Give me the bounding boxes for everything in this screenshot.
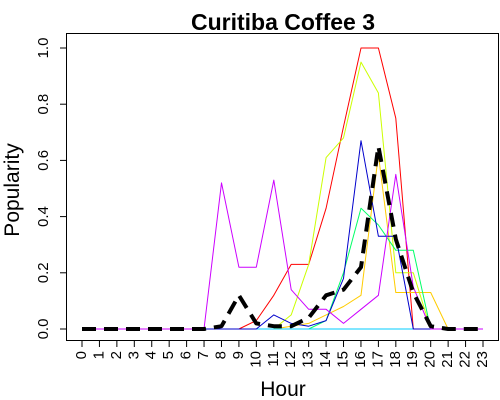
x-tick-label: 9 xyxy=(230,351,247,359)
x-tick-label: 1 xyxy=(90,351,107,359)
x-tick-label: 22 xyxy=(457,351,474,368)
x-tick-label: 6 xyxy=(178,351,195,359)
x-tick-label: 4 xyxy=(143,351,160,359)
x-tick-label: 12 xyxy=(282,351,299,368)
x-tick-label: 18 xyxy=(387,351,404,368)
x-tick-label: 7 xyxy=(195,351,212,359)
x-tick-label: 19 xyxy=(404,351,421,368)
x-tick-label: 10 xyxy=(247,351,264,368)
x-tick-label: 17 xyxy=(369,351,386,368)
x-tick-label: 2 xyxy=(108,351,125,359)
x-tick-label: 23 xyxy=(474,351,491,368)
chart-title: Curitiba Coffee 3 xyxy=(191,9,375,35)
x-tick-label: 21 xyxy=(439,351,456,368)
x-axis-title: Hour xyxy=(260,378,306,400)
y-tick-label: 0.0 xyxy=(35,319,52,340)
y-axis-title: Popularity xyxy=(1,143,24,237)
x-tick-label: 11 xyxy=(265,351,282,367)
x-tick-label: 8 xyxy=(212,351,229,359)
y-tick-label: 0.8 xyxy=(35,94,52,115)
x-tick-label: 3 xyxy=(125,351,142,359)
x-tick-label: 0 xyxy=(73,351,90,359)
x-tick-label: 14 xyxy=(317,351,334,368)
x-tick-label: 5 xyxy=(160,351,177,359)
x-tick-label: 15 xyxy=(334,351,351,368)
x-tick-label: 13 xyxy=(300,351,317,368)
y-tick-label: 0.4 xyxy=(35,206,52,227)
y-tick-label: 0.6 xyxy=(35,150,52,171)
x-tick-label: 20 xyxy=(422,351,439,368)
y-tick-label: 1.0 xyxy=(35,38,52,59)
x-tick-label: 16 xyxy=(352,351,369,368)
y-tick-label: 0.2 xyxy=(35,262,52,283)
